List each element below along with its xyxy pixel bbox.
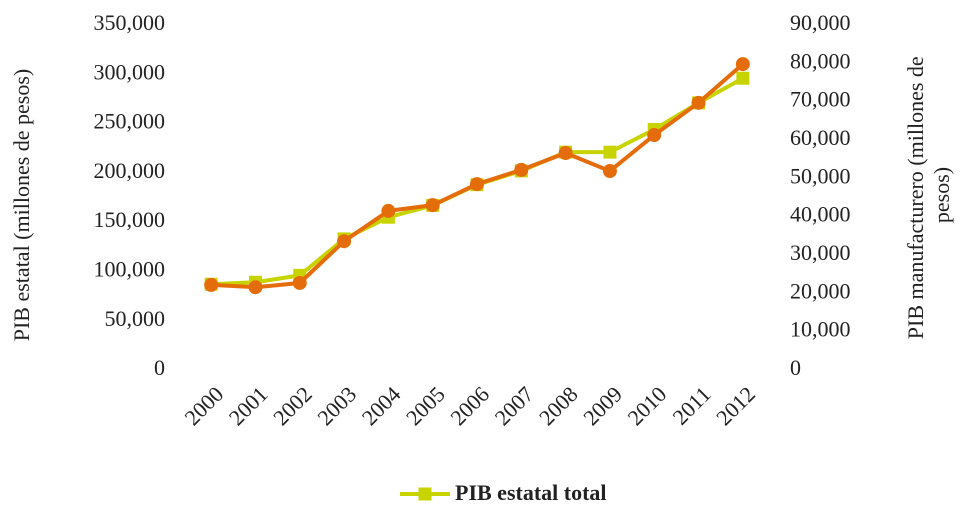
- point: [647, 128, 662, 143]
- y2-axis-title-line: PIB manufacturero (millones de: [903, 56, 928, 339]
- x-tick-label: 2008: [534, 381, 583, 430]
- y-tick-label: 250,000: [94, 109, 166, 134]
- x-tick-label: 2005: [401, 381, 450, 430]
- series-line: [211, 62, 745, 290]
- point: [558, 146, 573, 161]
- x-tick-label: 2000: [179, 381, 228, 430]
- x-tick-label: 2001: [224, 381, 273, 430]
- y2-tick-label: 10,000: [790, 317, 851, 342]
- point: [603, 145, 617, 159]
- y2-tick-label: 0: [790, 355, 801, 380]
- y2-tick-label: 60,000: [790, 125, 851, 150]
- y2-axis-title-line: pesos): [929, 167, 954, 223]
- legend-marker: [418, 487, 432, 501]
- x-tick-label: 2006: [445, 381, 494, 430]
- point: [602, 164, 617, 179]
- x-tick-label: 2011: [667, 381, 715, 429]
- point: [735, 57, 750, 72]
- y-tick-label: 350,000: [94, 10, 166, 35]
- y2-tick-label: 40,000: [790, 202, 851, 227]
- y-tick-label: 200,000: [94, 158, 166, 183]
- y2-tick-label: 20,000: [790, 278, 851, 303]
- point: [514, 162, 529, 177]
- y2-tick-label: 90,000: [790, 10, 851, 35]
- point: [691, 95, 706, 110]
- point: [292, 275, 307, 290]
- x-tick-label: 2004: [357, 381, 406, 430]
- point: [425, 198, 440, 213]
- point: [204, 277, 219, 292]
- y-tick-label: 100,000: [94, 256, 166, 281]
- y-tick-label: 50,000: [105, 306, 166, 331]
- y-axis-title: PIB estatal (millones de pesos): [9, 69, 34, 342]
- y-tick-label: 300,000: [94, 59, 166, 84]
- y2-axis-title: PIB manufacturero (millones de pesos): [903, 51, 954, 339]
- x-tick-label: 2009: [578, 381, 627, 430]
- x-tick-label: 2012: [711, 381, 760, 430]
- x-tick-label: 2007: [490, 381, 539, 430]
- y2-tick-label: 80,000: [790, 48, 851, 73]
- point: [248, 280, 263, 295]
- point: [470, 177, 484, 192]
- y2-tick-label: 30,000: [790, 240, 851, 265]
- point: [337, 234, 352, 249]
- legend-label: PIB estatal total: [455, 480, 607, 505]
- y-tick-label: 150,000: [94, 207, 166, 232]
- y-tick-label: 0: [154, 355, 165, 380]
- y2-tick-label: 70,000: [790, 87, 851, 112]
- x-tick-label: 2003: [312, 381, 361, 430]
- x-tick-label: 2002: [268, 381, 317, 430]
- x-tick-label: 2010: [623, 381, 672, 430]
- point: [381, 203, 396, 218]
- point: [736, 71, 750, 85]
- y2-tick-label: 50,000: [790, 163, 851, 188]
